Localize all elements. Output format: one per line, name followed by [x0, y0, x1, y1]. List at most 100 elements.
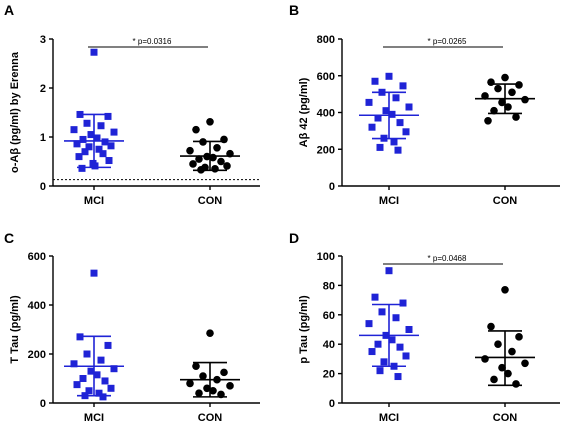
data-point	[81, 148, 89, 156]
data-point	[70, 360, 78, 368]
data-point	[97, 356, 105, 364]
data-point	[376, 367, 384, 375]
data-point	[83, 350, 91, 358]
data-point	[365, 320, 373, 328]
data-point	[487, 322, 495, 331]
data-point	[371, 293, 379, 301]
data-point	[95, 389, 103, 397]
data-point	[371, 77, 379, 85]
data-point	[490, 106, 498, 115]
data-point	[195, 389, 203, 398]
data-point	[394, 146, 402, 154]
panel-letter: B	[289, 2, 299, 18]
data-point	[394, 373, 402, 381]
data-point	[99, 150, 107, 158]
data-point	[70, 126, 78, 134]
data-point	[399, 299, 407, 307]
data-point	[481, 92, 489, 100]
data-point	[213, 143, 221, 152]
x-tick-label: CON	[493, 195, 518, 207]
y-tick-label: 1	[40, 132, 46, 144]
y-tick-label: 40	[323, 339, 335, 351]
data-point	[101, 138, 109, 146]
data-point	[512, 380, 520, 388]
data-point	[392, 314, 400, 322]
data-point	[186, 146, 194, 155]
y-tick-label: 600	[317, 71, 335, 83]
panel-d: D 0 20 40 60 80 100 MCI CON p Tau (pg/ml) * p=0.04…	[289, 230, 560, 422]
data-point	[385, 267, 393, 275]
data-point	[97, 122, 105, 130]
data-point	[99, 393, 107, 401]
data-point	[192, 362, 200, 371]
y-tick-label: 200	[28, 349, 46, 361]
data-point	[396, 119, 404, 127]
data-point	[110, 365, 118, 373]
data-point	[91, 162, 99, 170]
data-point	[87, 131, 95, 139]
data-point	[388, 110, 396, 118]
data-point	[484, 116, 492, 125]
data-point	[220, 368, 228, 377]
data-point	[392, 94, 400, 102]
data-point	[494, 84, 502, 93]
data-point	[402, 128, 410, 136]
y-tick-label: 2	[40, 83, 46, 95]
y-tick-label: 0	[40, 398, 46, 410]
x-tick-label: MCI	[379, 195, 399, 207]
data-point	[508, 88, 516, 97]
panel-b: B 0 200 400 600 800 MCI CON Aβ 42 (pg/ml) * p=0.0…	[289, 2, 560, 207]
data-point	[90, 48, 98, 56]
data-point	[107, 142, 115, 150]
data-point	[368, 348, 376, 356]
y-tick-label: 600	[28, 251, 46, 263]
series-mci	[359, 72, 419, 154]
y-tick-label: 800	[317, 34, 335, 46]
y-tick-label: 100	[317, 251, 335, 263]
series-mci	[64, 269, 124, 401]
data-point	[405, 103, 413, 111]
y-tick-label: 20	[323, 369, 335, 381]
data-point	[209, 386, 217, 395]
series-con	[180, 118, 240, 174]
data-point	[385, 72, 393, 80]
data-point	[206, 118, 214, 126]
data-point	[481, 355, 489, 363]
x-tick-label: CON	[198, 412, 223, 422]
data-point	[498, 363, 506, 372]
series-mci	[359, 267, 419, 381]
data-point	[376, 143, 384, 151]
y-tick-label: 3	[40, 34, 46, 46]
data-point	[388, 336, 396, 344]
data-point	[195, 155, 203, 163]
data-point	[78, 164, 86, 172]
data-point	[494, 340, 502, 349]
data-point	[226, 382, 234, 390]
x-tick-label: MCI	[379, 412, 399, 422]
data-point	[223, 162, 231, 170]
panel-letter: A	[4, 2, 14, 18]
data-point	[211, 165, 219, 173]
data-point	[374, 340, 382, 348]
data-point	[512, 113, 520, 121]
data-point	[405, 326, 413, 333]
data-point	[83, 119, 91, 127]
data-point	[490, 375, 498, 384]
series-con	[475, 286, 535, 388]
data-point	[104, 112, 112, 120]
data-point	[75, 153, 83, 161]
x-tick-label: CON	[493, 412, 518, 422]
x-tick-label: MCI	[84, 412, 104, 422]
data-point	[396, 343, 404, 351]
data-point	[498, 98, 506, 107]
data-point	[199, 372, 207, 380]
series-mci	[64, 48, 124, 172]
data-point	[487, 78, 495, 86]
panel-a: A 0 1 2 3 MCI CON o-Aβ (pg/ml) by Erenna * p=0.0…	[4, 2, 260, 207]
p-value-label: * p=0.0468	[428, 254, 467, 263]
data-point	[73, 381, 81, 389]
y-axis-label: T Tau (pg/ml)	[9, 295, 21, 364]
data-point	[110, 128, 118, 136]
data-point	[189, 160, 197, 168]
